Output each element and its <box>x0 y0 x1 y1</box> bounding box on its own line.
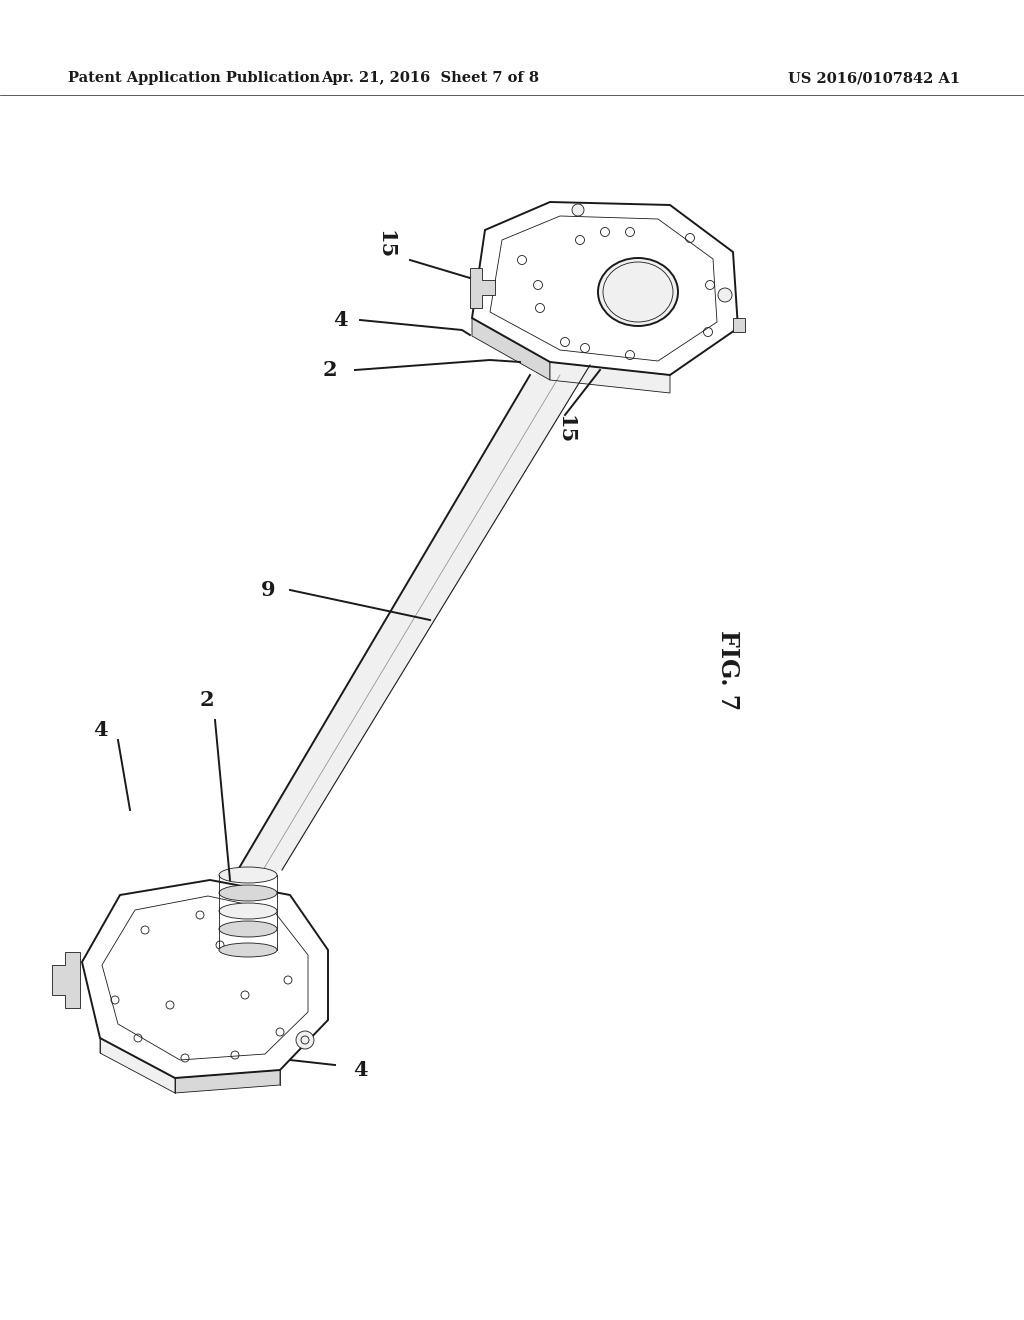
Text: Apr. 21, 2016  Sheet 7 of 8: Apr. 21, 2016 Sheet 7 of 8 <box>321 71 539 84</box>
Text: 9: 9 <box>261 579 275 601</box>
Polygon shape <box>52 952 80 1008</box>
Ellipse shape <box>219 921 278 937</box>
Text: FIG. 7: FIG. 7 <box>716 630 740 710</box>
Polygon shape <box>550 362 670 393</box>
Polygon shape <box>232 366 590 880</box>
Circle shape <box>572 205 584 216</box>
Ellipse shape <box>219 867 278 883</box>
Text: 2: 2 <box>323 360 337 380</box>
Polygon shape <box>82 880 328 1078</box>
Text: Patent Application Publication: Patent Application Publication <box>68 71 319 84</box>
Text: 4: 4 <box>333 310 347 330</box>
Polygon shape <box>100 1038 175 1093</box>
Ellipse shape <box>598 257 678 326</box>
Text: 15: 15 <box>375 231 395 260</box>
Text: 4: 4 <box>93 719 108 741</box>
Polygon shape <box>470 268 495 308</box>
Ellipse shape <box>219 903 278 919</box>
Polygon shape <box>472 202 738 375</box>
Ellipse shape <box>219 884 278 902</box>
Text: 2: 2 <box>200 690 214 710</box>
Circle shape <box>296 1031 314 1049</box>
Ellipse shape <box>219 942 278 957</box>
Text: 4: 4 <box>352 1060 368 1080</box>
Polygon shape <box>472 318 550 380</box>
Polygon shape <box>733 318 745 333</box>
Text: 15: 15 <box>555 416 575 445</box>
Polygon shape <box>175 1071 280 1093</box>
Circle shape <box>718 288 732 302</box>
Text: US 2016/0107842 A1: US 2016/0107842 A1 <box>787 71 961 84</box>
